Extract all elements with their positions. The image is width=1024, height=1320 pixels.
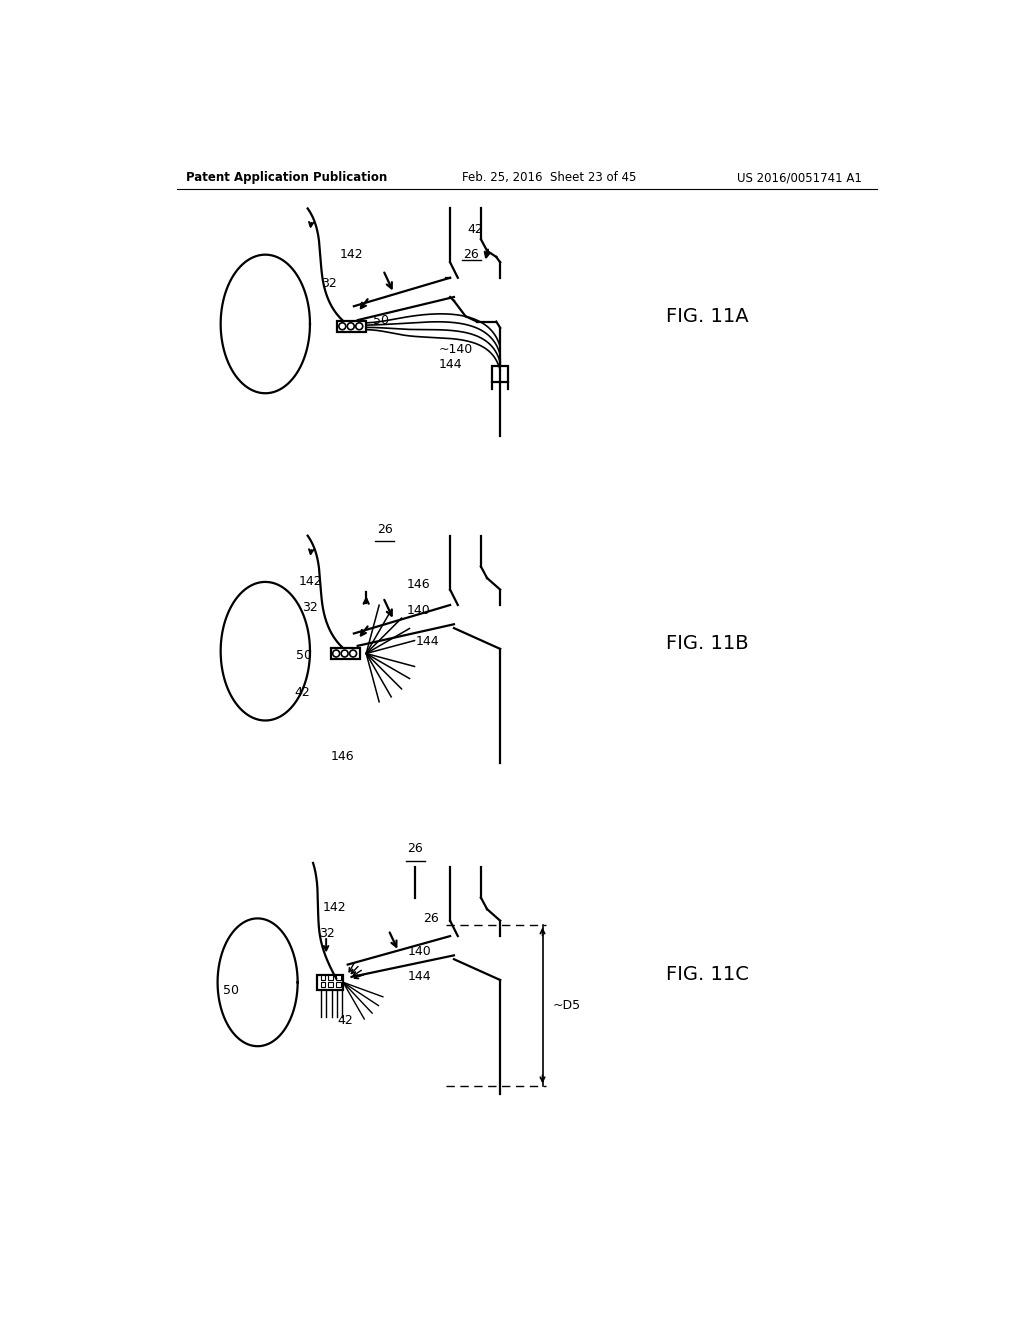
FancyBboxPatch shape [321,982,326,987]
Text: 144: 144 [438,358,462,371]
Text: 32: 32 [302,601,318,614]
Text: FIG. 11B: FIG. 11B [666,634,749,653]
FancyBboxPatch shape [316,974,343,990]
Text: ~140: ~140 [438,343,473,356]
Text: 26: 26 [463,248,479,261]
Text: 144: 144 [416,635,439,648]
Text: 142: 142 [298,576,322,589]
Text: 26: 26 [423,912,439,925]
Text: 26: 26 [408,842,423,855]
Circle shape [355,323,362,330]
Text: 146: 146 [331,750,354,763]
Circle shape [339,323,346,330]
FancyBboxPatch shape [493,367,508,381]
Text: 142: 142 [323,902,347,915]
Circle shape [347,323,354,330]
Text: 42: 42 [468,223,483,236]
Text: FIG. 11A: FIG. 11A [666,306,749,326]
Text: 42: 42 [337,1014,352,1027]
Text: US 2016/0051741 A1: US 2016/0051741 A1 [737,172,862,185]
FancyBboxPatch shape [336,982,341,987]
Text: Patent Application Publication: Patent Application Publication [186,172,387,185]
FancyBboxPatch shape [331,648,360,659]
Text: 146: 146 [407,578,430,591]
Text: ~D5: ~D5 [553,999,581,1012]
FancyBboxPatch shape [329,982,333,987]
FancyBboxPatch shape [321,975,326,979]
Text: 32: 32 [319,927,335,940]
Text: 50: 50 [296,648,311,661]
Text: 144: 144 [408,970,431,983]
Text: FIG. 11C: FIG. 11C [666,965,749,985]
Circle shape [349,649,356,657]
Text: 140: 140 [407,603,430,616]
Circle shape [341,649,348,657]
Text: 32: 32 [321,277,337,289]
Circle shape [333,649,340,657]
FancyBboxPatch shape [336,975,341,979]
FancyBboxPatch shape [329,975,333,979]
Text: Feb. 25, 2016  Sheet 23 of 45: Feb. 25, 2016 Sheet 23 of 45 [462,172,636,185]
FancyBboxPatch shape [337,321,367,331]
Text: 140: 140 [408,945,431,958]
Text: 42: 42 [295,685,310,698]
Text: 142: 142 [340,248,364,261]
Text: 26: 26 [377,523,392,536]
Text: 50: 50 [223,983,239,997]
Text: 50: 50 [373,314,389,326]
